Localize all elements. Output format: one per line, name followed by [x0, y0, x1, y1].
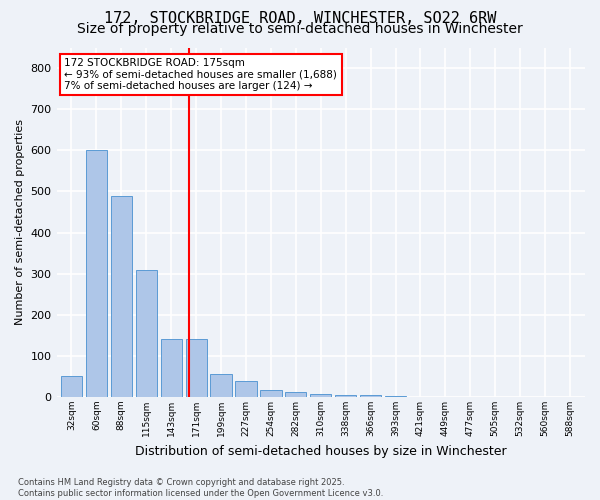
Bar — [335, 395, 356, 397]
Bar — [260, 390, 281, 397]
Text: Contains HM Land Registry data © Crown copyright and database right 2025.
Contai: Contains HM Land Registry data © Crown c… — [18, 478, 383, 498]
Bar — [285, 392, 307, 397]
Y-axis label: Number of semi-detached properties: Number of semi-detached properties — [15, 120, 25, 326]
Bar — [86, 150, 107, 397]
Bar — [310, 394, 331, 397]
Bar — [385, 396, 406, 397]
Bar — [61, 376, 82, 397]
Bar — [136, 270, 157, 397]
Bar — [211, 374, 232, 397]
X-axis label: Distribution of semi-detached houses by size in Winchester: Distribution of semi-detached houses by … — [135, 444, 506, 458]
Text: 172 STOCKBRIDGE ROAD: 175sqm
← 93% of semi-detached houses are smaller (1,688)
7: 172 STOCKBRIDGE ROAD: 175sqm ← 93% of se… — [64, 58, 337, 91]
Bar — [111, 196, 132, 397]
Bar — [161, 340, 182, 397]
Text: 172, STOCKBRIDGE ROAD, WINCHESTER, SO22 6RW: 172, STOCKBRIDGE ROAD, WINCHESTER, SO22 … — [104, 11, 496, 26]
Bar — [235, 380, 257, 397]
Text: Size of property relative to semi-detached houses in Winchester: Size of property relative to semi-detach… — [77, 22, 523, 36]
Bar — [360, 395, 381, 397]
Bar — [185, 340, 207, 397]
